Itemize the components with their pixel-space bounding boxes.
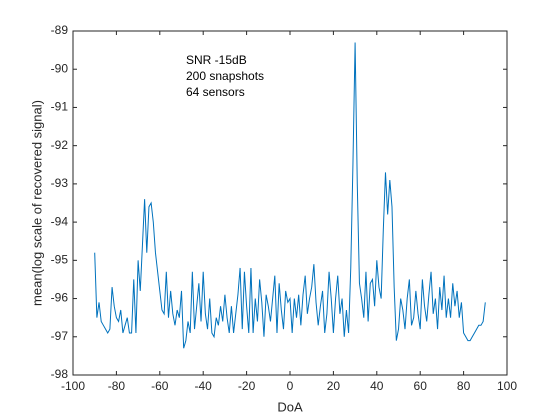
y-tick-label: -90 — [51, 61, 69, 75]
x-tick-label: 100 — [497, 379, 517, 393]
x-tick-label: 60 — [414, 379, 428, 393]
plot-area — [72, 30, 508, 376]
y-tick-label: -95 — [51, 253, 69, 267]
y-tick-label: -98 — [51, 367, 69, 381]
x-axis-label: DoA — [277, 399, 303, 414]
x-tick-label: 20 — [327, 379, 341, 393]
y-tick-label: -91 — [51, 100, 69, 114]
y-tick-label: -93 — [51, 176, 69, 190]
x-tick-label: 0 — [287, 379, 294, 393]
x-tick-label: -20 — [238, 379, 256, 393]
annotation: SNR -15dB — [186, 53, 247, 67]
annotation: 200 snapshots — [186, 69, 264, 83]
x-tick-label: -100 — [61, 379, 85, 393]
annotation: 64 sensors — [186, 85, 245, 99]
x-tick-label: 40 — [370, 379, 384, 393]
y-tick-label: -97 — [51, 329, 69, 343]
x-tick-label: 80 — [457, 379, 471, 393]
y-axis-label: mean(log scale of recovered signal) — [29, 100, 44, 306]
data-line — [94, 42, 486, 349]
x-tick-label: -60 — [151, 379, 169, 393]
y-tick-label: -96 — [51, 291, 69, 305]
y-tick-label: -89 — [51, 23, 69, 37]
y-tick-label: -94 — [51, 214, 69, 228]
x-tick-label: -80 — [108, 379, 126, 393]
y-tick-label: -92 — [51, 138, 69, 152]
x-tick-label: -40 — [195, 379, 213, 393]
